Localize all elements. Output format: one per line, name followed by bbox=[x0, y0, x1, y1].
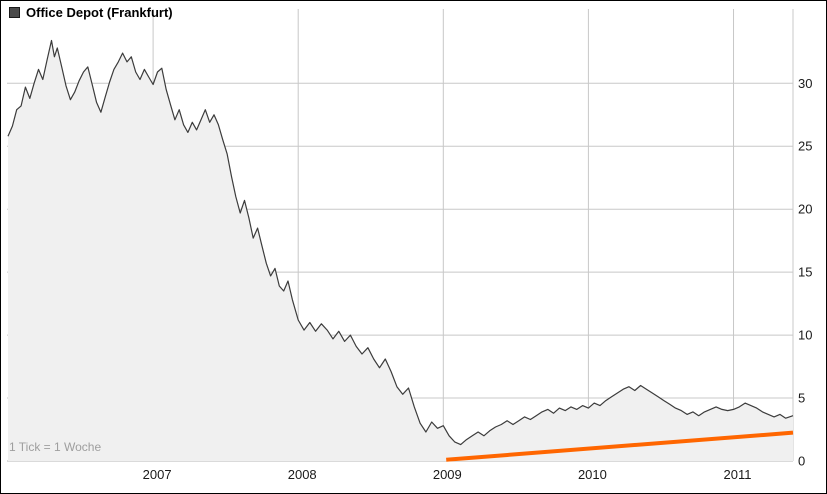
price-line bbox=[7, 39, 794, 446]
x-axis-label: 2011 bbox=[724, 467, 752, 482]
y-axis-label: 20 bbox=[798, 202, 812, 217]
y-axis-label: 5 bbox=[798, 391, 805, 406]
trend-line bbox=[446, 430, 794, 462]
x-axis-label: 2009 bbox=[433, 467, 462, 482]
legend: Office Depot (Frankfurt) bbox=[9, 6, 173, 19]
y-axis-label: 25 bbox=[798, 139, 812, 154]
x-axis-label: 2010 bbox=[578, 467, 607, 482]
area-fill bbox=[8, 40, 793, 461]
series-swatch-icon bbox=[9, 7, 20, 18]
y-axis-label: 10 bbox=[798, 328, 812, 343]
x-axis-label: 2008 bbox=[288, 467, 317, 482]
y-axis-label: 15 bbox=[798, 265, 812, 280]
tick-interval-note: 1 Tick = 1 Woche bbox=[9, 440, 102, 454]
y-axis-label: 30 bbox=[798, 76, 812, 91]
y-axis-label: 0 bbox=[798, 454, 805, 469]
series-label: Office Depot (Frankfurt) bbox=[26, 5, 173, 20]
x-axis-label: 2007 bbox=[143, 467, 172, 482]
